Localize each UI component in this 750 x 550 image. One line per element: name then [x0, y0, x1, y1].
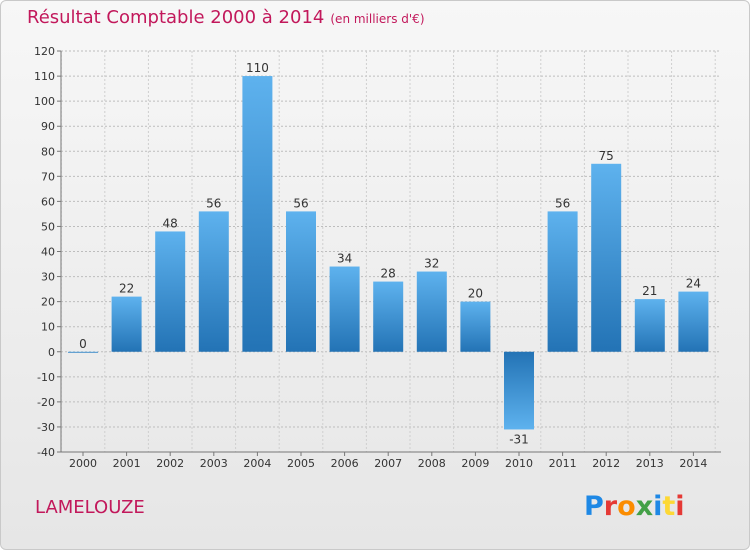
y-tick-label: 70 [41, 170, 55, 183]
y-tick-label: 80 [41, 145, 55, 158]
bars-layer [68, 76, 709, 430]
x-tick-label: 2002 [156, 457, 184, 470]
data-label: 56 [555, 196, 570, 210]
commune-name: LAMELOUZE [35, 497, 145, 518]
data-labels-layer: 0 22 48 56 110 56 34 28 32 20 -31 56 75 21 24 [79, 61, 701, 446]
x-tick-label: 2006 [331, 457, 359, 470]
data-label: -31 [509, 432, 529, 446]
x-tick-label: 2000 [69, 457, 97, 470]
data-label: 48 [163, 216, 178, 230]
x-tick-label: 2014 [679, 457, 707, 470]
y-tick-label: -40 [37, 446, 55, 459]
bar [373, 281, 404, 352]
data-label: 22 [119, 282, 134, 296]
x-tick-label: 2009 [461, 457, 489, 470]
y-tick-label: 10 [41, 321, 55, 334]
axis-layer: -40 -30 -20 -10 0 10 20 30 40 50 60 70 80 90 100 110 120… [34, 45, 721, 470]
data-label: 0 [79, 337, 87, 351]
bar [198, 211, 229, 352]
y-tick-label: -20 [37, 396, 55, 409]
proxiti-logo[interactable]: Proxiti [584, 491, 685, 522]
y-tick-label: 60 [41, 195, 55, 208]
chart-subtitle: (en milliers d'€) [330, 12, 425, 26]
bar [329, 266, 360, 352]
data-label: 75 [599, 149, 614, 163]
bar [416, 271, 447, 352]
x-tick-label: 2007 [374, 457, 402, 470]
data-label: 56 [206, 196, 221, 210]
y-tick-label: 40 [41, 246, 55, 259]
y-tick-label: -10 [37, 371, 55, 384]
y-tick-label: -30 [37, 421, 55, 434]
bar [591, 163, 622, 352]
bar [68, 351, 98, 353]
bar [678, 291, 709, 352]
data-label: 56 [293, 196, 308, 210]
y-tick-label: 0 [48, 346, 55, 359]
data-label: 24 [686, 277, 701, 291]
bar [242, 76, 273, 352]
chart-title-text: Résultat Comptable 2000 à 2014 [27, 7, 325, 28]
x-tick-label: 2013 [636, 457, 664, 470]
data-label: 34 [337, 252, 352, 266]
data-label: 21 [642, 284, 657, 298]
chart-title: Résultat Comptable 2000 à 2014 (en millie… [27, 7, 425, 28]
y-tick-label: 120 [34, 45, 55, 58]
x-tick-label: 2004 [243, 457, 271, 470]
bar [504, 351, 534, 430]
y-tick-label: 50 [41, 220, 55, 233]
data-label: 32 [424, 257, 439, 271]
data-label: 20 [468, 287, 483, 301]
x-tick-label: 2008 [418, 457, 446, 470]
bar [286, 211, 316, 352]
y-tick-label: 100 [34, 95, 55, 108]
data-label: 28 [381, 267, 396, 281]
y-tick-label: 90 [41, 120, 55, 133]
y-tick-label: 30 [41, 271, 55, 284]
bar [460, 301, 491, 352]
data-label: 110 [246, 61, 269, 75]
x-tick-label: 2011 [549, 457, 577, 470]
x-tick-label: 2001 [113, 457, 141, 470]
x-tick-label: 2003 [200, 457, 228, 470]
bar [634, 299, 665, 352]
x-tick-label: 2010 [505, 457, 533, 470]
y-tick-label: 20 [41, 296, 55, 309]
x-tick-label: 2005 [287, 457, 315, 470]
x-tick-label: 2012 [592, 457, 620, 470]
y-tick-label: 110 [34, 70, 55, 83]
bar [155, 231, 186, 352]
bar [111, 296, 142, 352]
bar [547, 211, 578, 352]
